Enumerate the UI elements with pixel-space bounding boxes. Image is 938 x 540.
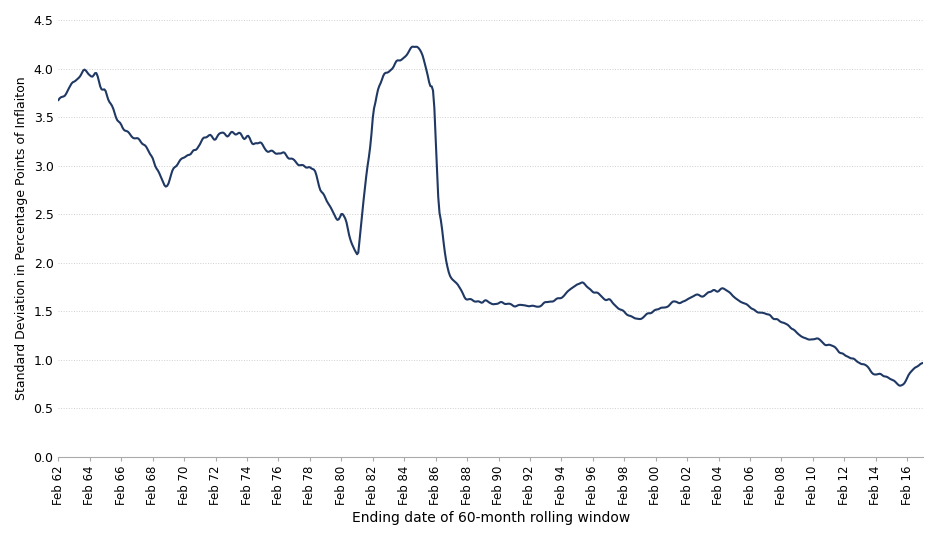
Y-axis label: Standard Deviation in Percentage Points of Inflaiton: Standard Deviation in Percentage Points … <box>15 77 28 400</box>
X-axis label: Ending date of 60-month rolling window: Ending date of 60-month rolling window <box>352 511 629 525</box>
